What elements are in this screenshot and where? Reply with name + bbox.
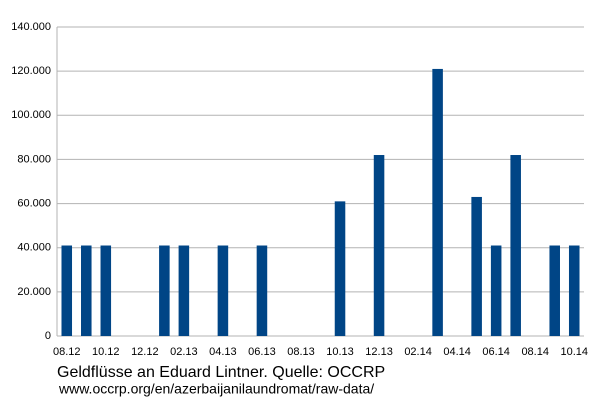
- bar: [100, 245, 112, 336]
- bar: [510, 155, 521, 336]
- bar: [549, 245, 560, 336]
- bar: [471, 196, 482, 336]
- bar: [178, 245, 190, 336]
- y-tick-label: 60.000: [17, 197, 51, 209]
- x-tick-label: 08.12: [53, 346, 81, 358]
- x-tick-label: 08.13: [287, 346, 315, 358]
- y-tick-label: 120.000: [11, 65, 51, 77]
- bar: [334, 201, 346, 336]
- chart-title: Geldflüsse an Eduard Lintner. Quelle: OC…: [57, 364, 385, 381]
- x-tick-label: 10.14: [560, 346, 588, 358]
- x-tick-label: 02.14: [404, 346, 432, 358]
- bar: [373, 155, 385, 336]
- y-tick-label: 40.000: [17, 242, 51, 254]
- y-tick-label: 100.000: [11, 109, 51, 121]
- x-tick-label: 10.13: [326, 346, 354, 358]
- x-tick-label: 10.12: [92, 346, 120, 358]
- y-tick-label: 80.000: [17, 153, 51, 165]
- bar: [81, 245, 92, 336]
- x-tick-label: 06.14: [482, 346, 510, 358]
- x-tick-label: 12.12: [131, 346, 159, 358]
- bar: [432, 68, 443, 336]
- x-tick-label: 04.13: [209, 346, 237, 358]
- x-tick-label: 06.13: [248, 346, 276, 358]
- y-tick-label: 20.000: [17, 286, 51, 298]
- x-tick-label: 02.13: [170, 346, 198, 358]
- x-tick-label: 08.14: [521, 346, 549, 358]
- chart-subtitle: www.occrp.org/en/azerbaijanilaundromat/r…: [58, 381, 374, 397]
- x-tick-label: 12.13: [365, 346, 393, 358]
- bar: [217, 245, 229, 336]
- y-tick-label: 0: [45, 330, 51, 342]
- bar: [159, 245, 170, 336]
- x-tick-label: 04.14: [443, 346, 471, 358]
- bar: [61, 245, 73, 336]
- bar: [568, 245, 580, 336]
- bar: [256, 245, 268, 336]
- y-tick-label: 140.000: [11, 21, 51, 33]
- bar: [490, 245, 502, 336]
